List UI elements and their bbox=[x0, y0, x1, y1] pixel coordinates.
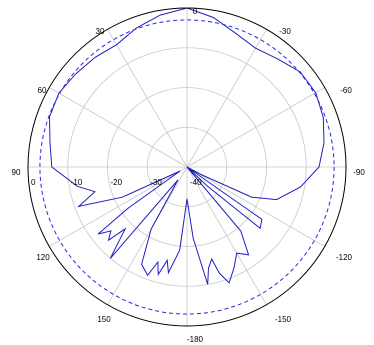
angle-tick-label: 120 bbox=[36, 253, 50, 262]
grid-spoke bbox=[187, 167, 325, 247]
angle-tick-label: 60 bbox=[38, 86, 47, 95]
radial-tick-label: -20 bbox=[111, 178, 123, 187]
grid-spoke bbox=[108, 29, 188, 167]
radial-tick-label: -30 bbox=[150, 178, 162, 187]
angle-tick-label: -90 bbox=[353, 168, 365, 177]
grid-spoke bbox=[49, 88, 187, 168]
grid-spoke bbox=[187, 167, 267, 305]
angle-tick-label: 30 bbox=[96, 27, 105, 36]
angle-tick-label: 150 bbox=[97, 315, 111, 324]
radial-tick-label: -40 bbox=[190, 178, 202, 187]
angle-tick-label: -180 bbox=[187, 335, 204, 344]
angle-tick-label: -60 bbox=[340, 86, 352, 95]
angle-tick-label: -120 bbox=[336, 253, 353, 262]
grid-spoke bbox=[108, 167, 188, 305]
grid-spoke bbox=[187, 88, 325, 168]
angle-tick-label: -30 bbox=[279, 27, 291, 36]
angle-tick-label: -150 bbox=[275, 315, 292, 324]
angle-tick-label: 90 bbox=[12, 168, 21, 177]
grid-spoke bbox=[187, 29, 267, 167]
radial-tick-label: 0 bbox=[31, 178, 36, 187]
radial-tick-label: -10 bbox=[71, 178, 83, 187]
angle-tick-label: 0 bbox=[193, 7, 198, 16]
